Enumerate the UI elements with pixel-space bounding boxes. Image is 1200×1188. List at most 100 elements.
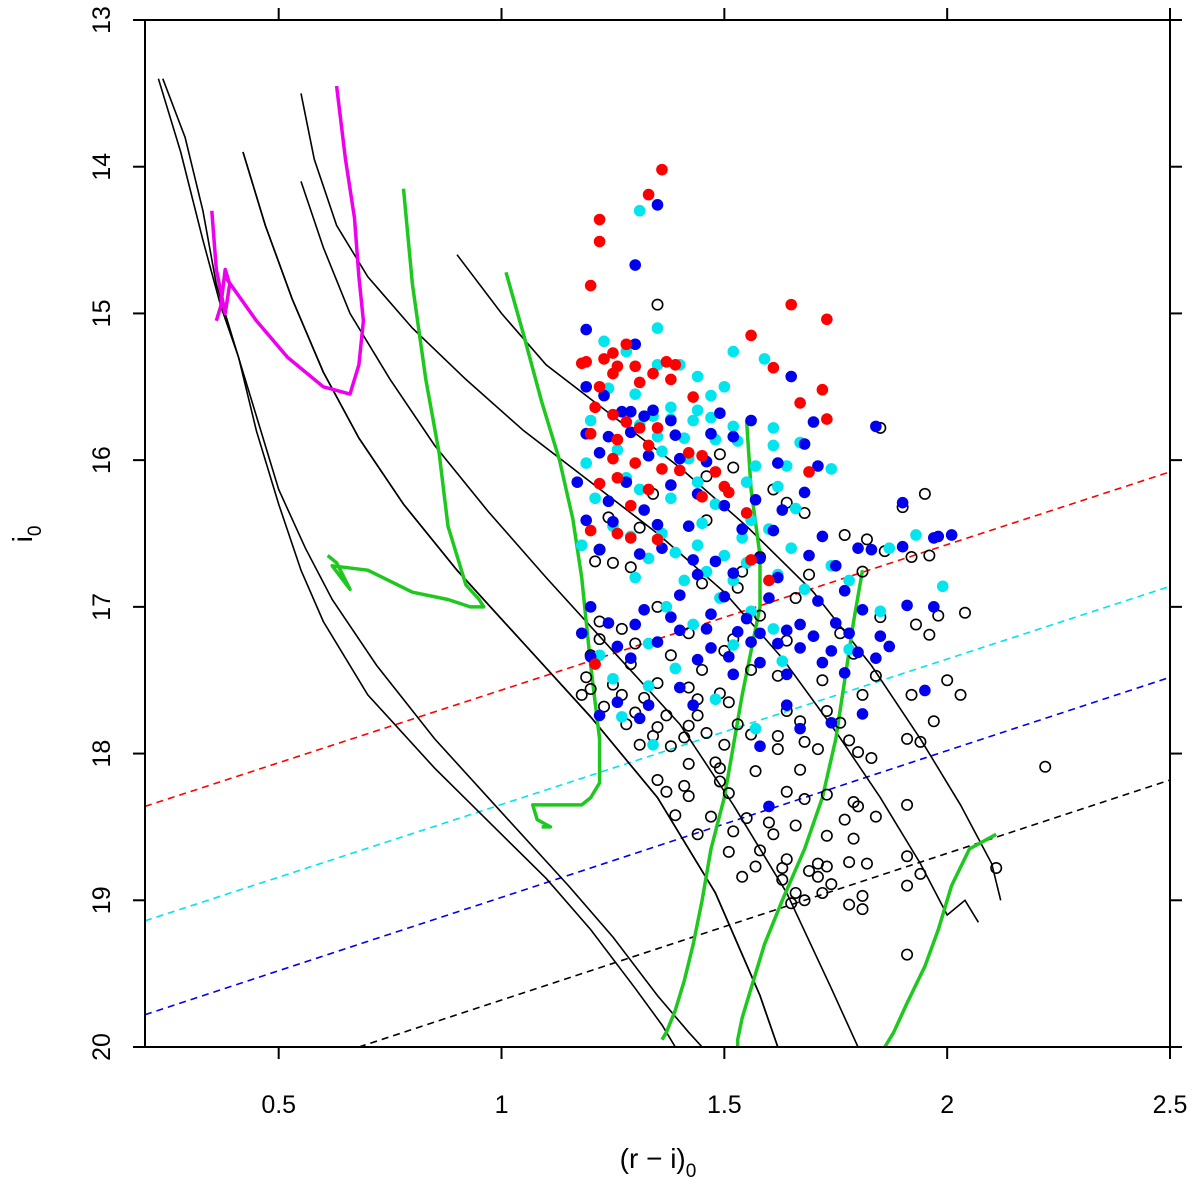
point-red [607,408,619,421]
point-blue [629,259,642,271]
point-open [771,729,784,742]
point-red [620,416,633,428]
point-open [785,897,798,910]
point-cyan [785,542,797,554]
y-tick-label: 16 [88,446,116,474]
point-blue [607,515,619,528]
point-blue [928,532,940,544]
x-tick-label: 2.5 [1153,1091,1188,1119]
point-blue [865,543,878,556]
point-red [593,380,606,393]
isochrone-0 [157,78,676,1047]
point-blue [736,523,748,535]
point-open [691,828,704,841]
point-red [665,373,677,386]
point-red [584,524,597,537]
point-cyan [593,649,606,662]
point-open [803,568,816,581]
point-open [820,829,833,842]
point-cyan [651,430,664,443]
point-cyan [727,420,740,433]
point-open [843,898,856,911]
point-open [843,856,856,869]
isochrone-6 [456,254,1002,901]
point-open [954,688,967,701]
point-blue [723,650,735,663]
point-blue [780,624,793,637]
point-open [918,487,931,500]
point-open [901,798,914,811]
point-open [615,622,628,635]
point-open [580,671,593,684]
point-red [794,397,806,409]
point-blue [669,429,682,442]
point-open [771,743,784,756]
point-red [642,439,655,452]
point-open [700,727,713,740]
point-open [575,688,588,701]
point-open [691,709,704,722]
point-blue [602,430,615,443]
point-open [633,521,646,534]
point-open [624,561,637,574]
point-blue [874,630,887,642]
point-blue [816,656,829,669]
point-blue [945,529,958,541]
point-red [589,401,601,414]
point-red [633,422,646,434]
point-open [660,785,673,798]
point-open [776,862,789,875]
point-open [901,850,914,863]
point-open [749,765,762,778]
point-red [642,483,655,496]
point-open [811,743,824,756]
point-open [820,705,833,718]
point-red [624,499,637,512]
point-cyan [660,601,673,613]
point-open [860,533,873,546]
point-blue [633,548,646,560]
point-open [794,763,807,776]
point-open [736,870,749,883]
point-cyan [749,460,762,472]
point-red [696,449,708,462]
point-cyan [798,583,811,596]
point-blue [705,608,717,620]
point-blue [772,457,784,469]
point-cyan [772,480,784,493]
point-blue [807,416,820,428]
point-red [575,357,588,370]
point-red [821,313,833,326]
point-open [669,809,682,822]
point-blue [642,699,655,711]
point-open [682,790,695,803]
point-blue [593,447,606,459]
point-open [941,674,954,687]
point-red [629,457,642,469]
point-red [745,554,757,566]
point-open [820,788,833,801]
point-red [651,422,664,434]
point-blue [673,624,686,637]
magenta-track-1 [223,85,366,396]
point-cyan [709,693,722,706]
point-open [727,825,740,838]
point-cyan [936,580,949,593]
point-blue [794,722,806,735]
point-red [607,367,619,380]
point-red [629,360,642,373]
point-blue [691,568,704,581]
point-open [633,738,646,751]
point-open [776,873,789,886]
point-cyan [633,204,646,217]
point-blue [883,640,896,653]
point-open [909,618,922,631]
point-cyan [843,574,855,587]
point-blue [580,514,592,527]
point-blue [754,740,766,753]
point-blue [651,518,664,531]
point-open [767,828,780,841]
point-blue [665,479,677,491]
point-blue [816,530,829,543]
point-blue [682,520,695,532]
